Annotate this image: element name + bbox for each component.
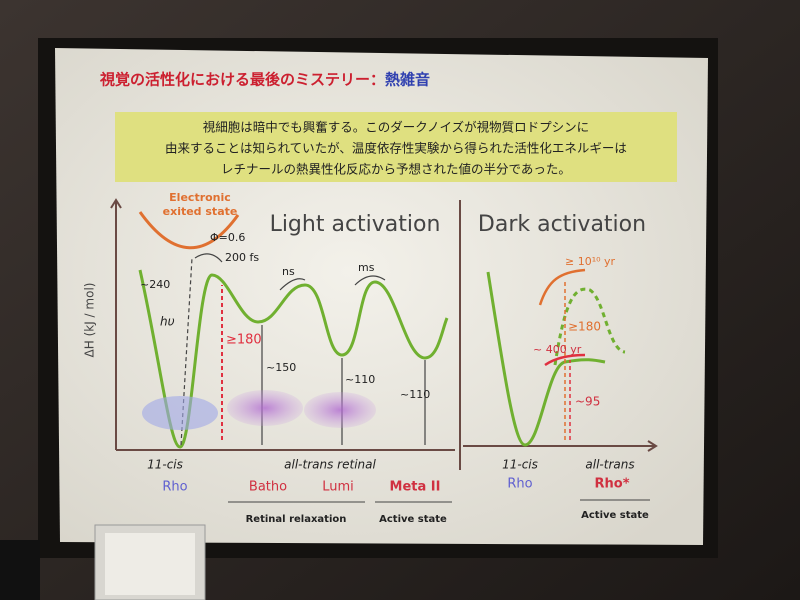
y-axis-label: ΔH (kJ / mol) (83, 283, 97, 358)
title-highlight: 熱雑音 (385, 71, 430, 89)
label: Φ=0.6 (210, 231, 245, 244)
summary-line: レチナールの熱異性化反応から予想された値の半分であった。 (221, 162, 571, 177)
label: 11-cis (502, 458, 538, 472)
state-label: Rho (507, 477, 532, 492)
label: ns (282, 265, 295, 278)
title: 視覚の活性化における最後のミステリー： (99, 71, 385, 89)
barrier-curve (553, 287, 626, 366)
state-label: Batho (249, 480, 287, 495)
monitor (0, 524, 206, 600)
label: ms (358, 261, 375, 274)
summary-line: 視細胞は暗中でも興奮する。このダークノイズが視物質ロドプシンに (203, 120, 589, 135)
label: exited state (163, 205, 238, 218)
energy-label: ~150 (266, 361, 296, 374)
label: 11-cis (147, 458, 183, 472)
barrier-low (544, 353, 586, 367)
barrier-high (538, 268, 586, 306)
energy-label: ~110 (345, 373, 375, 386)
state-label: Rho (162, 480, 187, 495)
ground-curve (138, 269, 449, 449)
ground-curve (486, 271, 606, 447)
molecules (142, 390, 376, 430)
energy-label: ~95 (575, 395, 600, 409)
energy-label: ~240 (140, 278, 170, 291)
summary-box (115, 112, 677, 182)
state-label: Meta II (390, 480, 441, 495)
label: all-trans retinal (284, 458, 376, 472)
label: hυ (160, 315, 175, 329)
excited-curve (138, 211, 240, 250)
state-label: Lumi (322, 480, 354, 495)
label: all-trans (585, 458, 634, 472)
summary-line: 由来することは知られていたが、温度依存性実験から得られた活性化エネルギーは (165, 141, 627, 156)
panel-heading: Dark activation (478, 212, 646, 237)
label: ≥ 10¹⁰ yr (565, 255, 616, 268)
energy-label: ≥180 (226, 333, 262, 348)
energy-label: ≥180 (568, 320, 601, 334)
phase-label: Active state (581, 510, 649, 521)
axes (110, 198, 658, 470)
energy-label: ~110 (400, 388, 430, 401)
label: Electronic (169, 191, 231, 204)
phase-label: Retinal relaxation (246, 514, 347, 525)
label: ~ 400 yr (533, 343, 582, 356)
phase-label: Active state (379, 514, 447, 525)
state-label: Rho* (595, 477, 630, 492)
panel-heading: Light activation (270, 212, 441, 237)
label: 200 fs (225, 251, 259, 264)
